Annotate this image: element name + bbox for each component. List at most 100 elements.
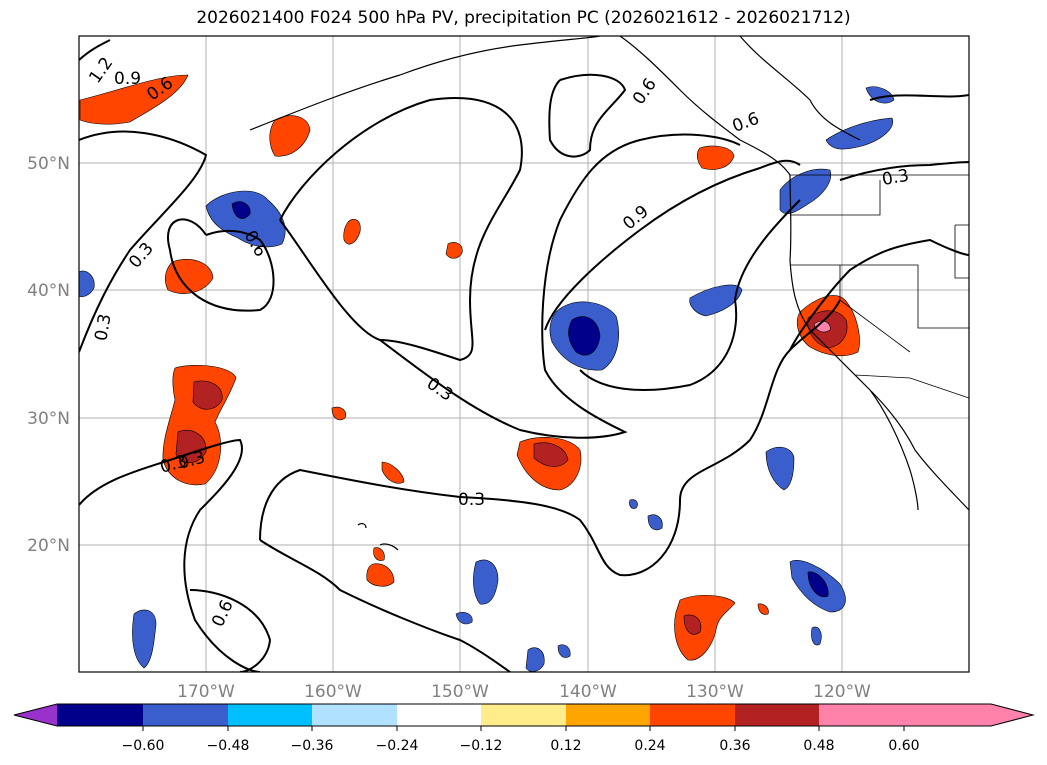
pv-contour-line bbox=[259, 299, 841, 577]
colorbar: −0.60 −0.48 −0.36 −0.24 −0.12 0.12 0.24 … bbox=[13, 703, 1035, 754]
map-frame bbox=[78, 35, 970, 673]
colorbar-segment bbox=[819, 704, 904, 726]
precip-positive-area bbox=[533, 442, 569, 467]
precip-positive-area bbox=[813, 320, 831, 333]
coastline-hawaii bbox=[357, 522, 399, 551]
lon-label: 140°W bbox=[559, 682, 617, 702]
pv-contour-line bbox=[79, 438, 261, 672]
precip-negative-area bbox=[825, 117, 893, 150]
border-us-mexico bbox=[854, 374, 969, 399]
precip-positive-area bbox=[381, 461, 405, 484]
colorbar-tick-labels: −0.60 −0.48 −0.36 −0.24 −0.12 0.12 0.24 … bbox=[122, 738, 920, 754]
precip-areas bbox=[79, 74, 895, 672]
colorbar-tick-label: 0.60 bbox=[888, 738, 919, 754]
pv-contour-line bbox=[839, 161, 969, 181]
pv-contour-line bbox=[869, 94, 969, 101]
coastline-alaska bbox=[249, 36, 601, 131]
precip-negative-area bbox=[473, 559, 499, 605]
precip-positive-area bbox=[164, 258, 214, 294]
pv-contour-line bbox=[579, 199, 801, 391]
lat-label: 40°N bbox=[27, 281, 70, 301]
pv-contour-line bbox=[789, 238, 969, 351]
precip-positive-area bbox=[269, 115, 311, 157]
lat-label: 50°N bbox=[27, 154, 70, 174]
pv-label: 0.9 bbox=[114, 69, 141, 89]
precip-positive-area bbox=[366, 563, 395, 587]
colorbar-extend-max bbox=[904, 704, 1033, 726]
colorbar-ticks bbox=[142, 726, 905, 731]
colorbar-tick-label: 0.36 bbox=[719, 738, 750, 754]
pv-contour-line bbox=[189, 589, 272, 672]
precip-negative-area bbox=[811, 626, 822, 646]
pv-label: 0.3 bbox=[458, 490, 485, 510]
precip-negative-area bbox=[765, 446, 795, 491]
lat-label: 30°N bbox=[27, 409, 70, 429]
pv-label: 0.3 bbox=[91, 312, 115, 342]
colorbar-segment bbox=[397, 704, 481, 726]
colorbar-outline bbox=[13, 703, 1035, 727]
coastlines bbox=[249, 36, 969, 551]
pv-contour-line bbox=[279, 97, 523, 362]
precip-negative-area bbox=[689, 284, 743, 317]
coastline-alaska-south bbox=[619, 36, 791, 176]
pv-contours bbox=[79, 39, 969, 672]
precip-positive-area bbox=[674, 595, 736, 661]
pv-contour-line bbox=[167, 218, 275, 312]
precip-positive-area bbox=[757, 603, 769, 615]
precip-positive-area bbox=[79, 74, 189, 125]
precip-negative-area bbox=[647, 514, 663, 531]
colorbar-segment bbox=[735, 704, 819, 726]
chart-title: 2026021400 F024 500 hPa PV, precipitatio… bbox=[196, 8, 851, 28]
colorbar-tick-label: 0.12 bbox=[550, 738, 581, 754]
lon-label: 150°W bbox=[431, 682, 489, 702]
colorbar-segment bbox=[481, 704, 566, 726]
precip-negative-area bbox=[79, 270, 95, 298]
precip-positive-area bbox=[445, 242, 463, 259]
coastline-west-coast bbox=[789, 174, 969, 511]
border-state bbox=[839, 265, 911, 353]
longitude-labels: 170°W 160°W 150°W 140°W 130°W 120°W bbox=[177, 682, 871, 702]
colorbar-segment bbox=[566, 704, 650, 726]
pv-contour-line bbox=[79, 39, 111, 61]
latitude-labels: 50°N 40°N 30°N 20°N bbox=[27, 154, 70, 556]
colorbar-segment bbox=[143, 704, 228, 726]
pv-contour-line bbox=[548, 73, 627, 158]
colorbar-tick-label: 0.24 bbox=[634, 738, 665, 754]
precip-positive-area bbox=[683, 614, 702, 635]
precip-negative-area bbox=[455, 612, 473, 625]
colorbar-tick-label: −0.36 bbox=[291, 738, 334, 754]
border-state bbox=[954, 224, 969, 279]
precip-negative-area bbox=[525, 647, 545, 672]
precip-positive-area bbox=[696, 145, 735, 170]
colorbar-segment bbox=[650, 704, 735, 726]
precip-negative-area bbox=[557, 644, 571, 658]
precip-negative-area bbox=[568, 316, 601, 356]
pv-contour-line bbox=[259, 539, 511, 672]
map-plot-area bbox=[79, 36, 969, 672]
state-borders bbox=[790, 174, 969, 399]
colorbar-tick-label: −0.60 bbox=[122, 738, 165, 754]
pv-label: 0.3 bbox=[880, 166, 910, 190]
precip-negative-area bbox=[629, 499, 638, 509]
precip-negative-area bbox=[231, 201, 251, 219]
precip-negative-area bbox=[205, 190, 286, 248]
colorbar-tick-label: −0.48 bbox=[207, 738, 250, 754]
colorbar-segment bbox=[57, 704, 143, 726]
border-state bbox=[790, 264, 969, 329]
lon-label: 120°W bbox=[813, 682, 871, 702]
lat-label: 20°N bbox=[27, 536, 70, 556]
colorbar-extend-min bbox=[14, 704, 57, 726]
coastline-baja bbox=[869, 389, 919, 511]
coastline-bc bbox=[739, 36, 861, 141]
precip-positive-area bbox=[192, 380, 223, 410]
precip-negative-area bbox=[779, 168, 832, 215]
precip-negative-area bbox=[807, 571, 829, 598]
pv-contour-line bbox=[379, 133, 741, 439]
lon-label: 130°W bbox=[686, 682, 744, 702]
colorbar-segment bbox=[228, 704, 312, 726]
lon-label: 170°W bbox=[177, 682, 235, 702]
colorbar-tick-label: −0.12 bbox=[460, 738, 503, 754]
precip-positive-area bbox=[331, 406, 346, 421]
precip-positive-area bbox=[343, 219, 361, 245]
